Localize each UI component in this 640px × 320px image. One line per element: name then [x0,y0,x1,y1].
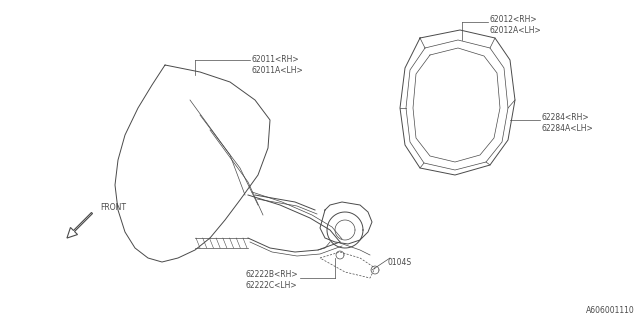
Text: FRONT: FRONT [100,204,126,212]
Text: 0104S: 0104S [388,258,412,267]
Text: 62284<RH>
62284A<LH>: 62284<RH> 62284A<LH> [542,113,594,133]
Text: 62012<RH>
62012A<LH>: 62012<RH> 62012A<LH> [490,15,541,35]
Text: A606001110: A606001110 [586,306,635,315]
Text: 62222B<RH>
62222C<LH>: 62222B<RH> 62222C<LH> [245,270,298,290]
Text: 62011<RH>
62011A<LH>: 62011<RH> 62011A<LH> [252,55,304,75]
